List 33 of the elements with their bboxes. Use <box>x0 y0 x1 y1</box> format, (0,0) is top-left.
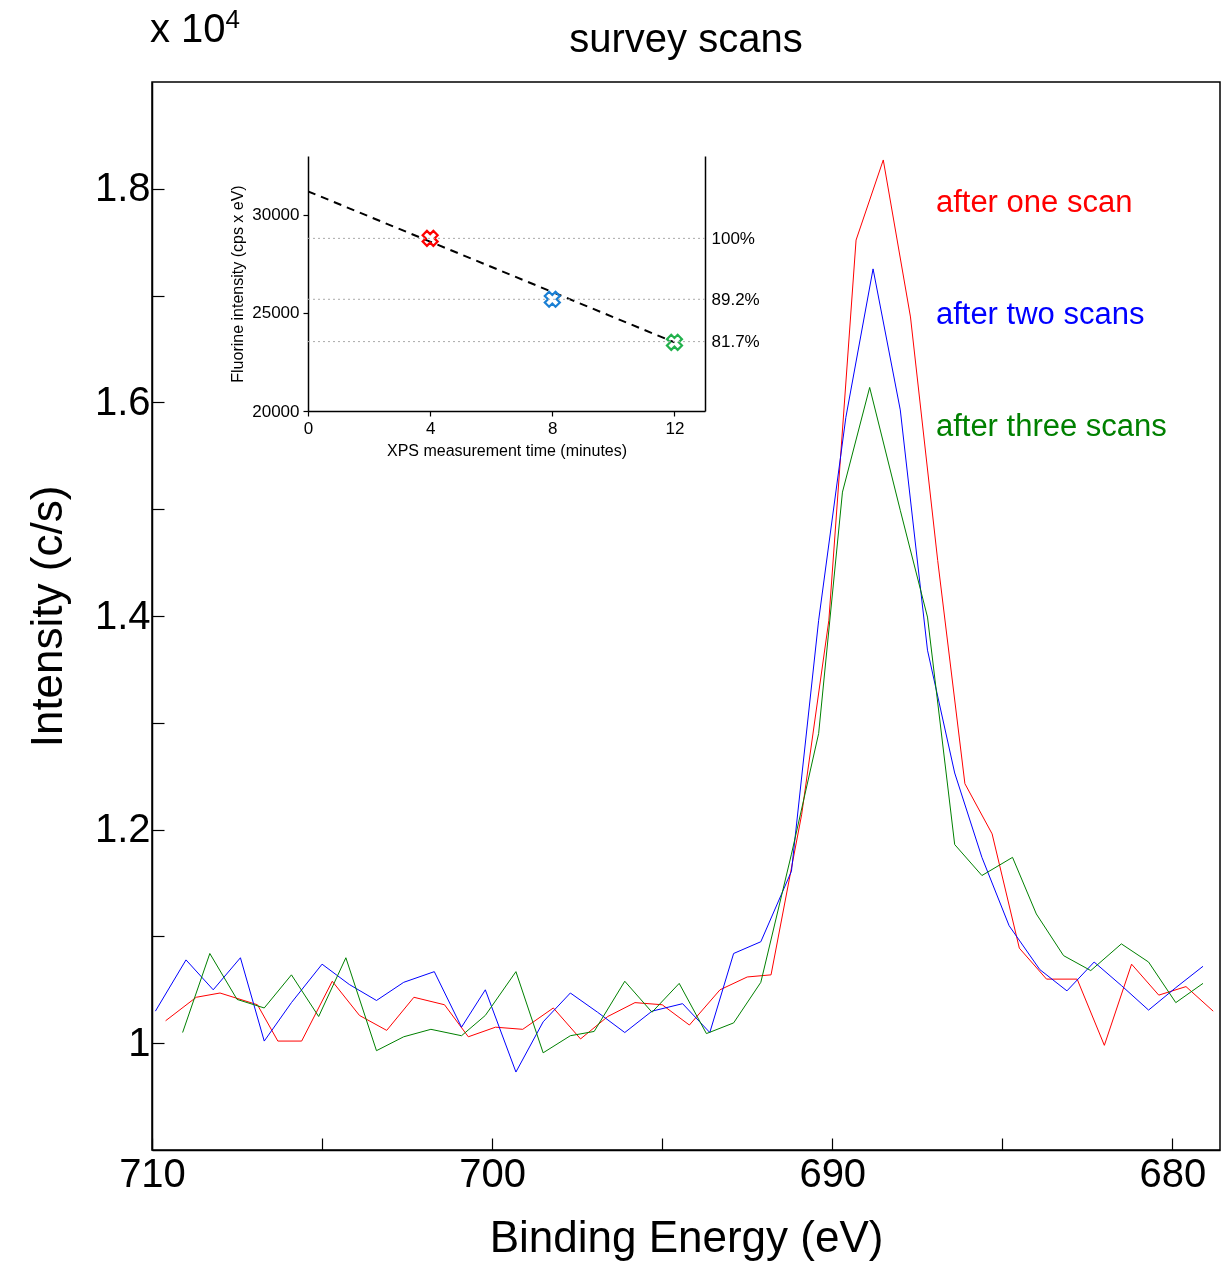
y-tick-label: 1.8 <box>94 165 151 210</box>
series-label: after three scans <box>935 407 1167 443</box>
x-axis-title: Binding Energy (eV) <box>489 1211 884 1261</box>
y-tick-label: 1 <box>128 1019 151 1064</box>
y-tick-label: 1.2 <box>94 806 151 851</box>
x-tick-label: 4 <box>425 418 436 438</box>
y-axis-title: Intensity (c/s) <box>21 485 71 748</box>
x-tick-label: 8 <box>548 418 558 438</box>
y2-tick-label: 81.7% <box>711 332 760 352</box>
y-tick-label: 30000 <box>252 205 300 225</box>
x-axis-title: XPS measurement time (minutes) <box>386 441 628 459</box>
point <box>543 290 561 308</box>
chart-title: survey scans <box>569 16 803 60</box>
y-tick-label: 20000 <box>252 401 300 421</box>
line-series <box>165 159 1214 1046</box>
y-tick-label: 1.6 <box>94 378 151 423</box>
x-tick-label: 0 <box>303 418 314 438</box>
x-tick-label: 12 <box>665 418 685 438</box>
x-tick-label: 680 <box>1139 1150 1207 1195</box>
text: x 10$^{4}$ <box>150 4 241 52</box>
point <box>421 229 439 247</box>
x-tick-label: 690 <box>799 1150 867 1195</box>
line-series <box>182 386 1204 1054</box>
y2-tick-label: 100% <box>711 228 755 248</box>
y-tick-label: 1.4 <box>94 592 151 637</box>
y2-tick-label: 89.2% <box>711 289 760 309</box>
x-tick-label: 700 <box>459 1150 526 1195</box>
y-tick-label: 25000 <box>252 303 300 323</box>
y-axis-title: Fluorine intensity (cps x eV) <box>229 185 247 383</box>
series-label: after two scans <box>935 295 1145 331</box>
x-tick-label: 710 <box>119 1150 186 1195</box>
point <box>665 333 684 351</box>
series-label: after one scan <box>935 183 1133 219</box>
